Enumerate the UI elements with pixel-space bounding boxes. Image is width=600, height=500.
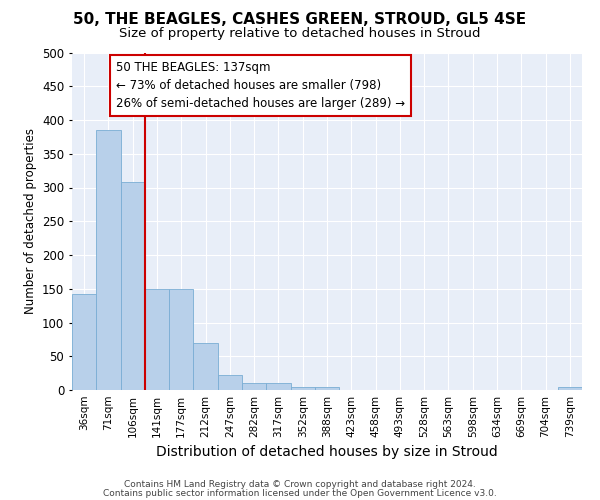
Text: 50 THE BEAGLES: 137sqm
← 73% of detached houses are smaller (798)
26% of semi-de: 50 THE BEAGLES: 137sqm ← 73% of detached…	[116, 60, 405, 110]
Bar	[193, 343, 218, 390]
Bar	[558, 386, 582, 390]
Text: 50, THE BEAGLES, CASHES GREEN, STROUD, GL5 4SE: 50, THE BEAGLES, CASHES GREEN, STROUD, G…	[73, 12, 527, 28]
Bar	[72, 294, 96, 390]
Bar	[145, 290, 169, 390]
Text: Contains public sector information licensed under the Open Government Licence v3: Contains public sector information licen…	[103, 488, 497, 498]
Bar	[290, 386, 315, 390]
Bar	[218, 375, 242, 390]
Bar	[121, 182, 145, 390]
Bar	[315, 386, 339, 390]
Bar	[96, 130, 121, 390]
Bar	[169, 290, 193, 390]
X-axis label: Distribution of detached houses by size in Stroud: Distribution of detached houses by size …	[156, 446, 498, 460]
Bar	[266, 383, 290, 390]
Text: Size of property relative to detached houses in Stroud: Size of property relative to detached ho…	[119, 28, 481, 40]
Bar	[242, 383, 266, 390]
Text: Contains HM Land Registry data © Crown copyright and database right 2024.: Contains HM Land Registry data © Crown c…	[124, 480, 476, 489]
Y-axis label: Number of detached properties: Number of detached properties	[23, 128, 37, 314]
